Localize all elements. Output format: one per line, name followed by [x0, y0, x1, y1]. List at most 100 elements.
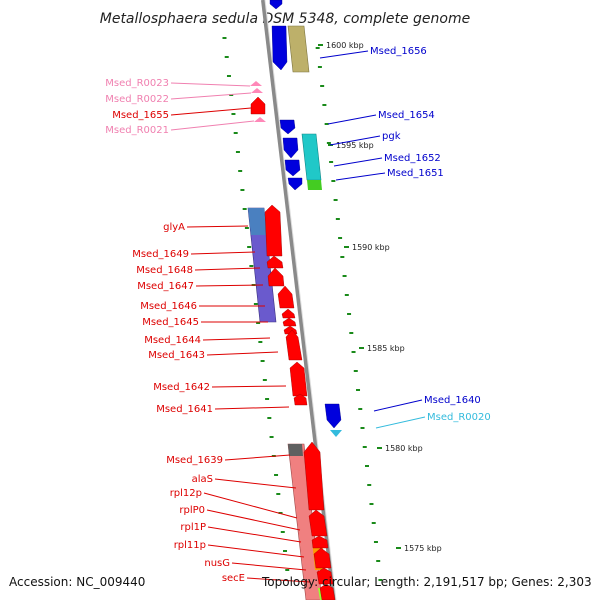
gene-label: secE: [222, 573, 245, 584]
gene-label: Msed_1640: [424, 395, 481, 406]
gene-label: Msed_1646: [140, 301, 197, 312]
gene-arrow-rplp0: [313, 547, 332, 569]
gene-label: Msed_1648: [136, 265, 193, 276]
left-gene-labels: Msed_R0023 Msed_R0022 Msed_1655 Msed_R0021g…: [105, 78, 245, 584]
feature-bar-steel: [248, 208, 267, 235]
gene-label: rpl1P: [180, 522, 206, 533]
gene-label: Msed_1647: [137, 281, 194, 292]
label-leader-line: [231, 562, 307, 571]
gene-label: Msed_R0020: [427, 412, 491, 423]
rna-arrow-msed-r0021: [254, 117, 266, 122]
gene-label: Msed_1656: [370, 46, 427, 57]
gene-label: Msed_1649: [132, 249, 189, 260]
gene-label: glyA: [163, 222, 185, 233]
gene-arrow-msed-1643: [285, 329, 303, 361]
label-leader-line: [170, 92, 252, 100]
gene-label: Msed_R0021: [105, 125, 169, 136]
gene-arrow-msed-1657: [269, 0, 283, 10]
label-leader-line: [207, 544, 305, 558]
gene-arrow-rpl12p: [311, 535, 329, 549]
rna-arrow-msed-r0023: [250, 81, 262, 86]
rna-arrow-msed-r0022: [251, 88, 263, 93]
gene-label: rplP0: [179, 505, 205, 516]
gene-arrow-msed-1640: [324, 403, 342, 429]
forward-strand-rnas: [250, 81, 266, 122]
label-leader-line: [375, 416, 426, 429]
label-leader-line: [319, 50, 369, 59]
label-leader-line: [190, 251, 256, 255]
rna-arrow-msed-r0020: [330, 430, 342, 437]
label-leader-line: [214, 406, 290, 410]
map-title: Metallosphaera sedula DSM 5348, complete…: [100, 11, 470, 27]
gene-label: Msed_1644: [144, 335, 201, 346]
gene-label: Msed_1639: [166, 455, 223, 466]
genome-backbone-highlight: [264, 0, 337, 600]
reverse-strand-genes: [269, 0, 342, 429]
label-leader-line: [246, 577, 311, 583]
gene-arrow-pgk: [282, 137, 299, 159]
gene-label: Msed_1654: [378, 110, 435, 121]
label-leader-line: [170, 82, 251, 87]
gene-label: alaS: [192, 474, 213, 485]
ruler-label: 1585 kbp: [367, 344, 405, 353]
gene-label: Msed_1642: [153, 382, 210, 393]
gene-arrow-msed-1641: [293, 393, 308, 406]
gene-label: rpl11p: [174, 540, 206, 551]
feature-bar-cyan: [301, 133, 322, 181]
gene-arrow-rpl1p: [316, 567, 334, 585]
gene-label: rpl12p: [170, 488, 202, 499]
gene-label: nusG: [204, 558, 230, 569]
gene-arrow-msed-1642: [289, 361, 308, 397]
gene-arrow-glya: [264, 204, 283, 257]
gene-label: Msed_1651: [387, 168, 444, 179]
gene-arrow-msed-1639: [303, 441, 325, 511]
label-leaders: [170, 50, 426, 583]
gene-arrow-msed-1651: [287, 177, 303, 191]
gene-arrow-msed-1646: [281, 308, 296, 319]
gene-arrow-msed-1655: [250, 96, 266, 115]
feature-bar-gray: [288, 444, 303, 456]
forward-strand-genes: [250, 96, 336, 600]
gene-label: Msed_1655: [112, 110, 169, 121]
label-leader-line: [170, 107, 252, 116]
label-leader-line: [224, 454, 291, 461]
gene-label: Msed_1652: [384, 153, 441, 164]
label-leader-line: [211, 385, 287, 388]
gene-arrow-alas: [308, 509, 328, 537]
gene-label: Msed_R0023: [105, 78, 169, 89]
gene-label: Msed_1643: [148, 350, 205, 361]
gene-arrow-msed-1645: [282, 317, 297, 327]
ruler-label: 1590 kbp: [352, 243, 390, 252]
genome-stats-text: Topology: circular; Length: 2,191,517 bp…: [261, 575, 592, 589]
gene-arrow-msed-1647: [277, 285, 295, 309]
gene-label: Msed_R0022: [105, 94, 169, 105]
gene-arrow-msed-1648: [267, 267, 285, 287]
label-leader-line: [373, 399, 423, 412]
gene-arrow-rpl11p: [319, 583, 336, 600]
gene-arrow-msed-1656: [271, 25, 288, 71]
gene-arrow-msed-1649: [266, 255, 284, 269]
label-leader-line: [329, 135, 381, 146]
ruler-label: 1580 kbp: [385, 444, 423, 453]
label-leader-line: [195, 284, 264, 287]
accession-text: Accession: NC_009440: [9, 575, 145, 589]
label-leader-line: [186, 225, 249, 228]
label-leader-line: [203, 492, 298, 519]
label-leader-line: [206, 509, 301, 531]
label-leader-line: [207, 526, 302, 543]
label-leader-line: [327, 114, 377, 125]
feature-bar-green: [307, 180, 322, 190]
ruler-label: 1575 kbp: [404, 544, 442, 553]
ruler-label: 1595 kbp: [336, 141, 374, 150]
gene-arrow-msed-1654: [279, 119, 296, 135]
label-leader-line: [202, 337, 271, 341]
ruler-label: 1600 kbp: [326, 41, 364, 50]
label-leader-line: [335, 172, 386, 181]
label-leader-line: [214, 478, 297, 489]
feature-bar-khaki: [287, 25, 310, 73]
gene-label: Msed_1641: [156, 404, 213, 415]
gene-arrow-msed-1652: [284, 159, 301, 177]
label-leader-line: [170, 120, 255, 131]
